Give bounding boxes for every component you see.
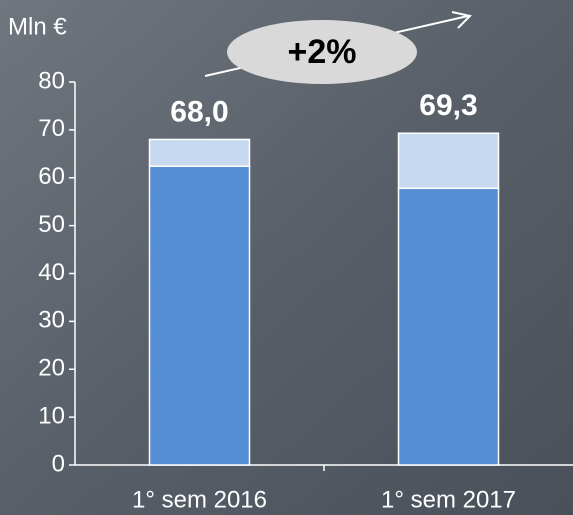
y-tick-label: 80 (38, 67, 65, 94)
bar-segment (397, 187, 500, 466)
y-axis-label: Mln € (8, 13, 67, 40)
bar-segment (148, 138, 251, 168)
y-tick-label: 10 (38, 402, 65, 429)
total-label: 68,0 (170, 95, 228, 128)
y-tick-label: 30 (38, 307, 65, 334)
y-tick-label: 60 (38, 163, 65, 190)
total-label: 69,3 (419, 89, 477, 122)
x-tick-label: 1° sem 2016 (132, 486, 267, 513)
y-tick-label: 40 (38, 259, 65, 286)
arrow-head (451, 11, 472, 29)
x-tick-label: 1° sem 2017 (381, 486, 516, 513)
annotation-bubble (227, 20, 417, 84)
y-tick-label: 70 (38, 115, 65, 142)
y-tick-label: 50 (38, 211, 65, 238)
y-tick-label: 20 (38, 355, 65, 382)
bar-segment (148, 165, 251, 466)
bar-segment (397, 132, 500, 190)
y-tick-label: 0 (52, 450, 65, 477)
annotation: +2% (288, 33, 357, 71)
